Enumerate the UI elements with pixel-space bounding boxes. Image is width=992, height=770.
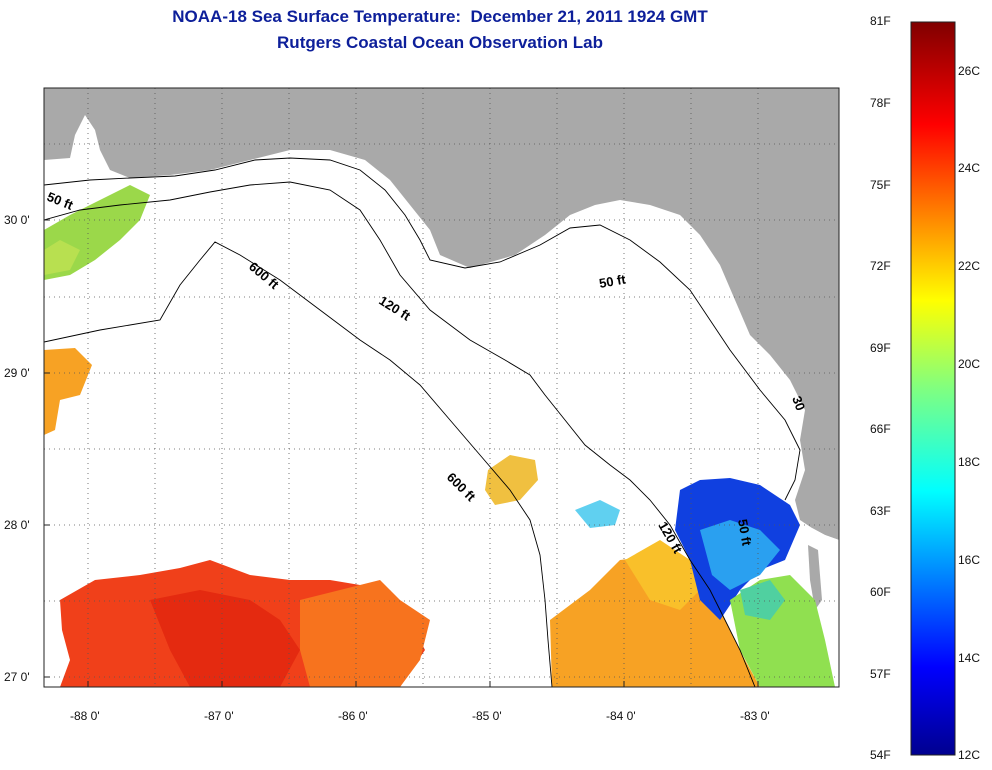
- x-tick-label: -83 0': [740, 709, 770, 723]
- colorbar-c-label: 16C: [958, 553, 981, 567]
- label-50ft-south: 50 ft: [735, 518, 755, 548]
- tick-marks: [44, 219, 759, 687]
- colorbar-c-label: 26C: [958, 64, 981, 78]
- colorbar-f-label: 63F: [870, 504, 891, 518]
- colorbar-c-label: 24C: [958, 161, 981, 175]
- x-tick-label: -85 0': [472, 709, 502, 723]
- sst-patch-southeast: [550, 555, 760, 687]
- plot-frame: [43, 87, 840, 688]
- contour-50ft: [44, 157, 801, 501]
- x-tick-labels: -88 0' -87 0' -86 0' -85 0' -84 0' -83 0…: [70, 709, 770, 723]
- contour-120ft: [44, 181, 756, 687]
- colorbar-f-label: 54F: [870, 748, 891, 762]
- colorbar-f-label: 75F: [870, 178, 891, 192]
- y-tick-labels: 30 0' 29 0' 28 0' 27 0': [4, 213, 30, 684]
- x-tick-label: -88 0': [70, 709, 100, 723]
- colorbar-f-label: 60F: [870, 585, 891, 599]
- y-tick-label: 28 0': [4, 518, 30, 532]
- colorbar-f-label: 78F: [870, 96, 891, 110]
- map-title: NOAA-18 Sea Surface Temperature: Decembe…: [172, 7, 708, 26]
- colorbar-f-label: 66F: [870, 422, 891, 436]
- colorbar-f-label: 69F: [870, 341, 891, 355]
- sst-patch-center: [485, 455, 538, 505]
- colorbar-f-label: 72F: [870, 259, 891, 273]
- colorbar-f-label: 81F: [870, 14, 891, 28]
- sst-patch-midwest: [44, 348, 92, 435]
- label-50ft-east: 50 ft: [598, 271, 628, 291]
- land-mass: [44, 88, 839, 540]
- x-tick-label: -84 0': [606, 709, 636, 723]
- colorbar-c-label: 20C: [958, 357, 981, 371]
- x-tick-label: -87 0': [204, 709, 234, 723]
- colorbar: [910, 21, 956, 756]
- map-subtitle: Rutgers Coastal Ocean Observation Lab: [277, 33, 603, 52]
- colorbar-c-label: 12C: [958, 748, 981, 762]
- y-tick-label: 30 0': [4, 213, 30, 227]
- colorbar-c-label: 14C: [958, 651, 981, 665]
- y-tick-label: 29 0': [4, 366, 30, 380]
- colorbar-f-label: 57F: [870, 667, 891, 681]
- colorbar-c-label: 18C: [958, 455, 981, 469]
- label-30: 30: [789, 394, 808, 413]
- y-tick-label: 27 0': [4, 670, 30, 684]
- colorbar-c-label: 22C: [958, 259, 981, 273]
- depth-contours: [44, 157, 801, 687]
- contour-600ft: [44, 241, 553, 687]
- x-tick-label: -86 0': [338, 709, 368, 723]
